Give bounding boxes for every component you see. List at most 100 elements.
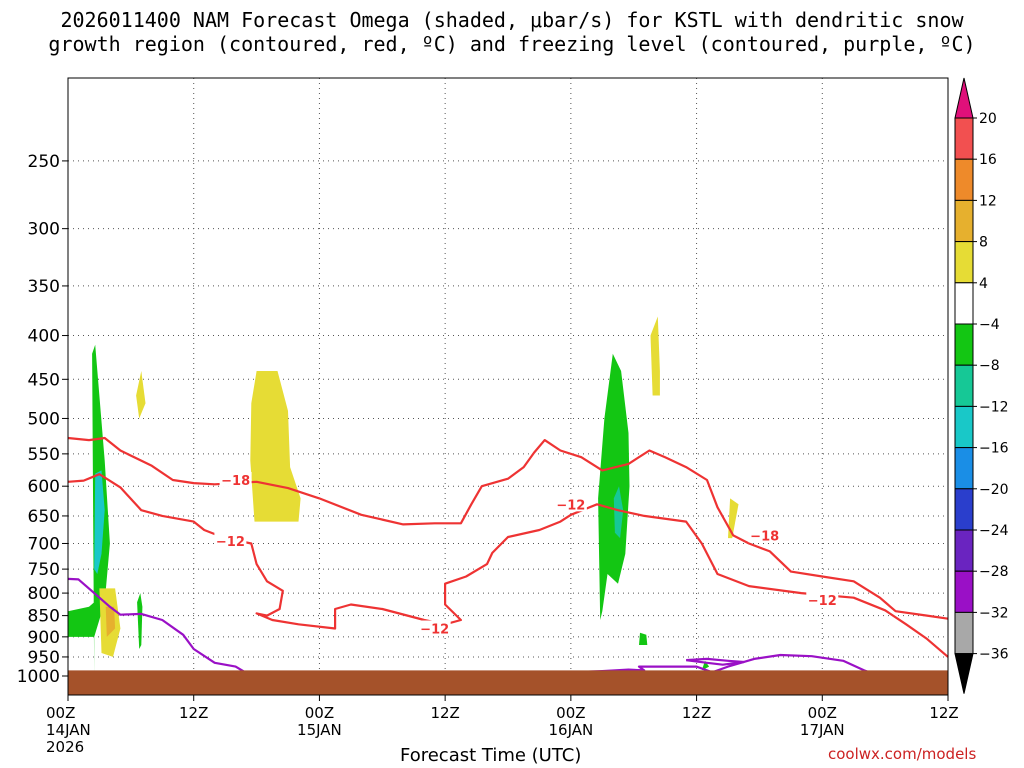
terrain-layer [68,670,948,695]
x-tick-label: 12Z [929,704,958,722]
colorbar-label: −12 [979,399,1009,415]
colorbar-bin [954,488,974,531]
y-tick-label: 450 [28,370,60,390]
x-tick-label: 2026 [46,738,84,756]
x-axis-title: Forecast Time (UTC) [400,745,582,766]
colorbar-min-triangle [954,653,974,694]
plot-frame [67,77,949,696]
x-tick-label: 00Z [305,704,334,722]
contour-label: −12 [556,498,585,513]
y-tick-label: 1000 [17,667,60,687]
colorbar-bin [954,364,974,407]
contour-label: −12 [216,535,245,550]
colorbar-max-triangle [954,77,974,119]
y-axis-ticks: 2503003504004505005506006507007508008509… [17,152,68,687]
colorbar-label: 20 [979,111,997,127]
contour-label-bg [554,496,587,512]
colorbar-bin [954,241,974,284]
colorbar-label: −32 [979,605,1009,621]
contour-freezing-level-2 [565,653,870,674]
omega-region-ascent-4 [639,632,648,645]
colorbar-bin [954,570,974,613]
colorbar-label: −16 [979,441,1009,457]
contour-dgz-minus12 [67,473,949,658]
chart-title-line-2: growth region (contoured, red, ºC) and f… [48,32,976,56]
y-tick-label: 250 [28,152,60,172]
y-tick-label: 850 [28,607,60,627]
contour-freezing-level-3 [685,657,745,666]
y-tick-label: 750 [28,560,60,580]
contour-label: −12 [808,594,837,609]
omega-region-descent-2 [136,371,146,419]
colorbar-label: −20 [979,482,1009,498]
colorbar-label: 12 [979,193,997,209]
x-tick-label: 12Z [682,704,711,722]
y-tick-label: 350 [28,277,60,297]
y-tick-label: 550 [28,445,60,465]
contour-freezing-level [67,577,252,677]
x-tick-label: 00Z [556,704,585,722]
colorbar: 20 16 12 8 4 −4 −8 −12 −16 −20 −24 −28 −32 −36 [954,77,1009,694]
y-tick-label: 800 [28,584,60,604]
y-tick-label: 950 [28,648,60,668]
x-tick-label: 17JAN [800,721,845,739]
contour-label-bg [219,471,252,487]
colorbar-bin [954,117,974,160]
y-tick-label: 500 [28,409,60,429]
y-tick-label: 600 [28,477,60,497]
colorbar-bin [954,611,974,655]
omega-region-ascent-2 [137,593,143,649]
colorbar-bin [954,282,974,325]
colorbar-label: −8 [979,358,1000,374]
x-tick-label: 12Z [179,704,208,722]
plot-border [67,77,949,696]
x-tick-label: 16JAN [548,721,593,739]
x-tick-label: 00Z [46,704,75,722]
colorbar-label: −24 [979,523,1009,539]
colorbar-label: 8 [979,235,988,251]
contour-label-bg [748,527,781,543]
omega-region-ascent-3c [613,486,624,539]
contour-label: −18 [221,474,250,489]
x-tick-label: 00Z [808,704,837,722]
y-tick-label: 900 [28,628,60,648]
y-tick-label: 650 [28,507,60,527]
omega-region-ascent-3 [598,353,630,620]
chart-title-line-1: 2026011400 NAM Forecast Omega (shaded, μ… [60,8,964,32]
omega-region-descent-3 [250,371,301,522]
terrain-surface [68,670,948,695]
contour-label-bg [214,532,247,548]
omega-region-descent-5 [728,498,739,539]
colorbar-label: 16 [979,152,997,168]
colorbar-label: 4 [979,276,988,292]
x-tick-label: 15JAN [297,721,342,739]
omega-region-ascent-1c [94,470,105,574]
y-tick-label: 700 [28,534,60,554]
contour-label-bg [806,591,839,607]
colorbar-label: −36 [979,647,1009,663]
colorbar-bin [954,323,974,366]
x-tick-label: 14JAN [46,721,91,739]
colorbar-bin [954,529,974,572]
x-tick-label: 12Z [430,704,459,722]
omega-region-ascent-1 [68,344,110,676]
colorbar-bin [954,405,974,449]
colorbar-bin [954,158,974,201]
colorbar-label: −28 [979,564,1009,580]
site-credit: coolwx.com/models [828,745,977,763]
colorbar-label: −4 [979,317,1000,333]
contour-label-bg [418,620,451,636]
colorbar-bin [954,199,974,243]
contour-label: −18 [750,529,779,544]
colorbar-bin [954,447,974,490]
omega-region-descent-1b [105,606,116,637]
contour-dgz-minus18 [67,436,949,620]
omega-region-descent-4 [650,316,660,396]
omega-shading [68,316,739,676]
y-tick-label: 300 [28,220,60,240]
y-tick-label: 400 [28,327,60,347]
temperature-contours: −12 −12 −12 −12 −18 −18 [67,436,949,677]
contour-label: −12 [420,623,449,638]
